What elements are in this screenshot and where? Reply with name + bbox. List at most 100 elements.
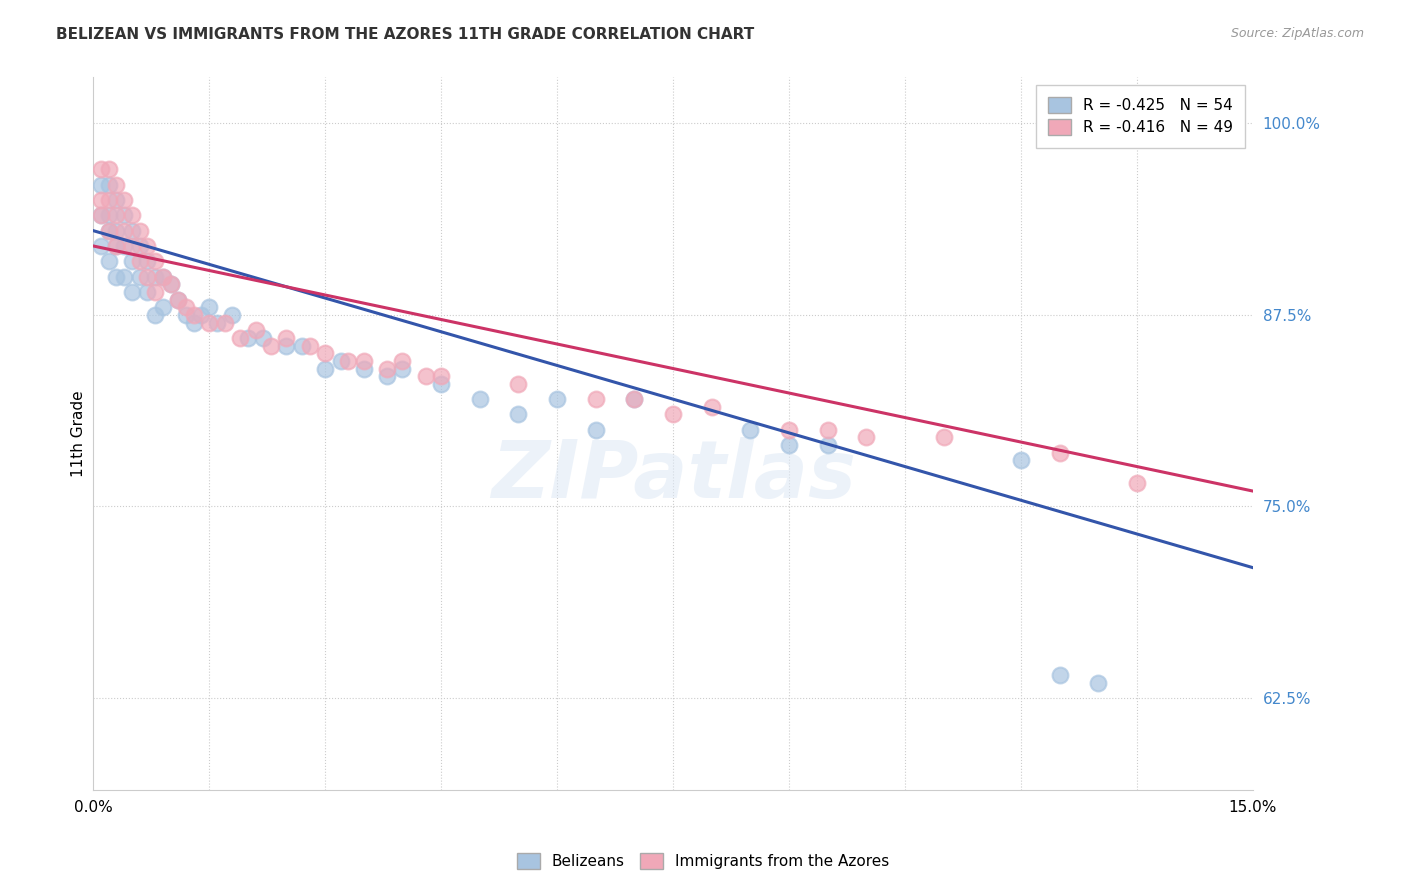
Point — [1010, 453, 1032, 467]
Point — [90, 193, 112, 207]
Point — [329, 354, 352, 368]
Point — [252, 331, 274, 345]
Point — [174, 300, 197, 314]
Point — [112, 269, 135, 284]
Point — [585, 423, 607, 437]
Point — [143, 308, 166, 322]
Point — [121, 239, 143, 253]
Point — [214, 316, 236, 330]
Point — [932, 430, 955, 444]
Point — [740, 423, 762, 437]
Point — [662, 408, 685, 422]
Point — [468, 392, 491, 406]
Point — [585, 392, 607, 406]
Point — [778, 423, 800, 437]
Point — [136, 254, 159, 268]
Point — [121, 224, 143, 238]
Point — [375, 369, 398, 384]
Point — [128, 254, 150, 268]
Point — [291, 338, 314, 352]
Point — [245, 323, 267, 337]
Point — [97, 224, 120, 238]
Point — [623, 392, 645, 406]
Point — [152, 269, 174, 284]
Point — [314, 361, 336, 376]
Point — [183, 308, 205, 322]
Point — [90, 208, 112, 222]
Point — [105, 239, 128, 253]
Point — [1049, 446, 1071, 460]
Point — [121, 285, 143, 299]
Point — [97, 208, 120, 222]
Point — [136, 239, 159, 253]
Point — [128, 224, 150, 238]
Point — [105, 224, 128, 238]
Point — [337, 354, 360, 368]
Point — [90, 178, 112, 192]
Point — [112, 239, 135, 253]
Point — [174, 308, 197, 322]
Point — [90, 162, 112, 177]
Point — [623, 392, 645, 406]
Point — [121, 254, 143, 268]
Point — [817, 438, 839, 452]
Point — [143, 269, 166, 284]
Point — [167, 293, 190, 307]
Point — [298, 338, 321, 352]
Point — [159, 277, 181, 292]
Point — [136, 269, 159, 284]
Point — [260, 338, 283, 352]
Text: ZIPatlas: ZIPatlas — [491, 437, 856, 516]
Point — [90, 208, 112, 222]
Point — [508, 408, 530, 422]
Point — [121, 208, 143, 222]
Point — [236, 331, 259, 345]
Point — [97, 178, 120, 192]
Point — [105, 239, 128, 253]
Point — [105, 178, 128, 192]
Point — [90, 239, 112, 253]
Point — [128, 269, 150, 284]
Point — [221, 308, 243, 322]
Point — [143, 285, 166, 299]
Point — [375, 361, 398, 376]
Point — [97, 162, 120, 177]
Point — [105, 208, 128, 222]
Point — [183, 316, 205, 330]
Point — [167, 293, 190, 307]
Point — [105, 269, 128, 284]
Legend: R = -0.425   N = 54, R = -0.416   N = 49: R = -0.425 N = 54, R = -0.416 N = 49 — [1036, 85, 1246, 147]
Point — [1049, 668, 1071, 682]
Point — [190, 308, 212, 322]
Point — [817, 423, 839, 437]
Legend: Belizeans, Immigrants from the Azores: Belizeans, Immigrants from the Azores — [510, 847, 896, 875]
Point — [152, 269, 174, 284]
Point — [1126, 476, 1149, 491]
Text: BELIZEAN VS IMMIGRANTS FROM THE AZORES 11TH GRADE CORRELATION CHART: BELIZEAN VS IMMIGRANTS FROM THE AZORES 1… — [56, 27, 755, 42]
Point — [546, 392, 568, 406]
Point — [1087, 675, 1109, 690]
Point — [205, 316, 228, 330]
Point — [105, 193, 128, 207]
Point — [143, 254, 166, 268]
Point — [198, 300, 221, 314]
Point — [778, 438, 800, 452]
Point — [508, 376, 530, 391]
Point — [415, 369, 437, 384]
Point — [353, 361, 375, 376]
Point — [353, 354, 375, 368]
Point — [276, 338, 298, 352]
Point — [314, 346, 336, 360]
Point — [112, 224, 135, 238]
Point — [128, 239, 150, 253]
Point — [198, 316, 221, 330]
Point — [700, 400, 723, 414]
Point — [112, 193, 135, 207]
Point — [97, 254, 120, 268]
Point — [276, 331, 298, 345]
Point — [855, 430, 877, 444]
Point — [391, 361, 413, 376]
Y-axis label: 11th Grade: 11th Grade — [72, 391, 86, 477]
Point — [391, 354, 413, 368]
Point — [136, 285, 159, 299]
